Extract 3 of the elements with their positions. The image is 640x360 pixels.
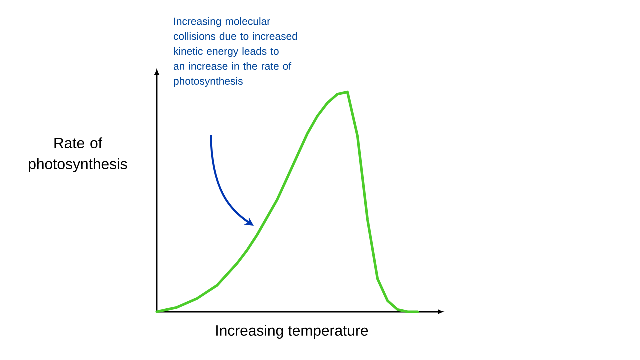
y-axis-title: Rate of photosynthesis <box>29 138 128 172</box>
text: Increasing molecular collisions due to increased kinetic energy leads to an increase in the rate of photosynthesis <box>174 18 298 88</box>
x-axis-title: Increasing temperature <box>216 325 368 339</box>
